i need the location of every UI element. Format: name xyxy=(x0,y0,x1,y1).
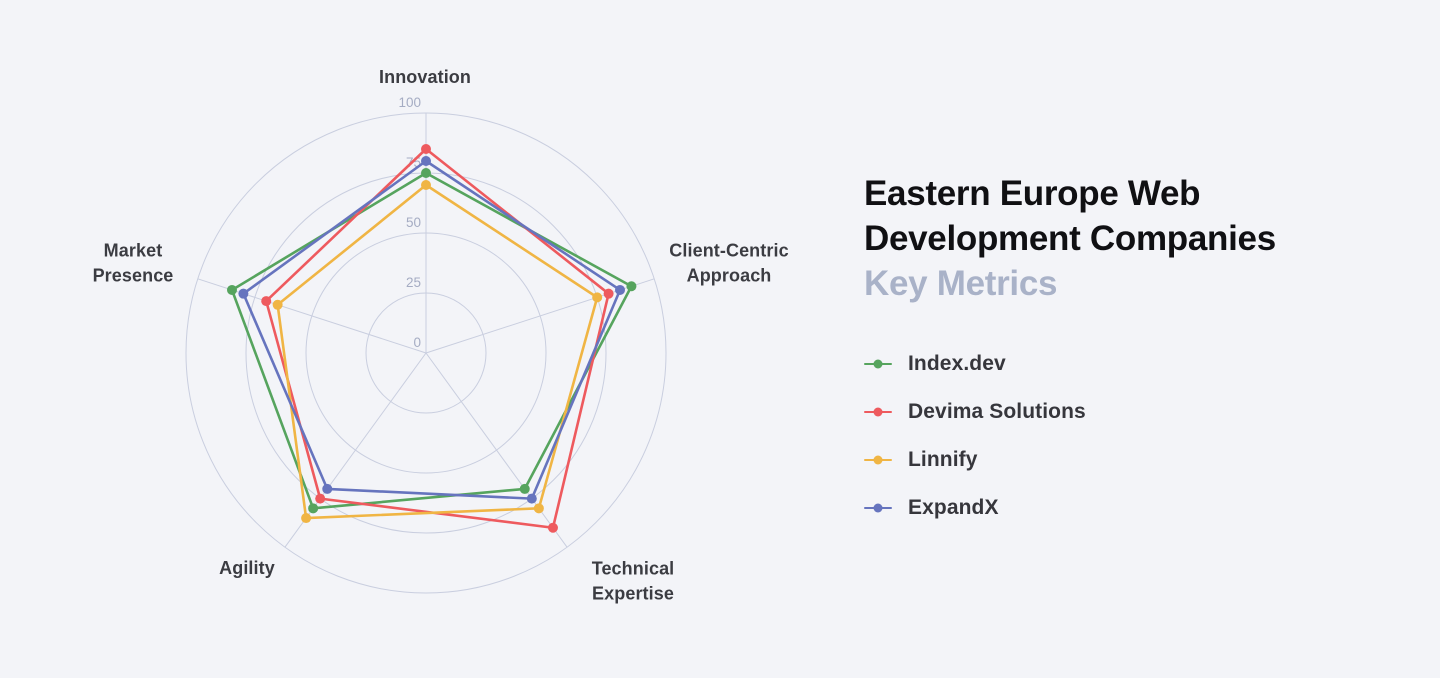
legend-item-expandx: ExpandX xyxy=(864,494,1404,522)
axis-label-agility: Agility xyxy=(219,557,275,578)
legend-label: ExpandX xyxy=(908,496,999,519)
axis-spoke-2 xyxy=(425,352,568,548)
data-point-devima-solutions-2 xyxy=(547,522,558,533)
data-point-linnify-1 xyxy=(592,292,603,303)
series-polygon-index-dev xyxy=(230,171,633,510)
legend-marker-icon xyxy=(864,359,892,369)
side-panel: Eastern Europe Web Development Companies… xyxy=(864,171,1404,542)
radar-chart: 0 25 50 75 100 Innovation Client-Centric App… xyxy=(92,66,789,604)
radial-tick-label-50: 50 xyxy=(406,215,421,230)
data-point-linnify-3 xyxy=(301,513,312,524)
legend-marker-icon xyxy=(864,407,892,417)
axis-label-innovation: Innovation xyxy=(379,66,471,87)
legend-item-devima-solutions: Devima Solutions xyxy=(864,398,1404,426)
legend-dot-icon xyxy=(873,359,883,369)
legend-label: Index.dev xyxy=(908,352,1006,375)
data-point-index-dev-1 xyxy=(626,281,637,292)
data-point-devima-solutions-0 xyxy=(421,144,431,154)
legend-dot-icon xyxy=(873,407,883,417)
series-polygon-expandx xyxy=(242,159,622,500)
axis-label-market-presence: Market Presence xyxy=(92,240,174,286)
data-point-linnify-2 xyxy=(533,503,544,514)
data-point-expandx-3 xyxy=(322,483,333,494)
radial-tick-label-0: 0 xyxy=(413,335,421,350)
legend-label: Devima Solutions xyxy=(908,400,1086,423)
data-point-devima-solutions-4 xyxy=(261,296,272,307)
data-point-expandx-0 xyxy=(421,156,431,166)
legend-dot-icon xyxy=(873,455,883,465)
data-point-devima-solutions-1 xyxy=(603,288,614,299)
data-point-linnify-4 xyxy=(272,299,283,310)
radar-axis-spokes xyxy=(197,113,655,548)
data-point-expandx-1 xyxy=(615,284,626,295)
series-polygon-devima-solutions xyxy=(264,147,610,530)
radial-tick-label-25: 25 xyxy=(406,275,421,290)
series-linnify xyxy=(272,180,603,524)
legend: Index.dev Devima Solutions Linnify Expan… xyxy=(864,350,1404,522)
data-point-linnify-0 xyxy=(421,180,431,190)
legend-dot-icon xyxy=(873,503,883,513)
legend-marker-icon xyxy=(864,455,892,465)
radial-tick-label-100: 100 xyxy=(398,95,421,110)
data-point-index-dev-2 xyxy=(519,483,530,494)
series-index-dev xyxy=(226,168,637,514)
legend-item-linnify: Linnify xyxy=(864,446,1404,474)
data-point-devima-solutions-3 xyxy=(315,493,326,504)
data-point-expandx-4 xyxy=(238,288,249,299)
data-point-expandx-2 xyxy=(526,493,537,504)
data-point-index-dev-4 xyxy=(226,284,237,295)
axis-label-technical-expertise: Technical Expertise xyxy=(591,558,675,604)
data-point-index-dev-0 xyxy=(421,168,431,178)
series-expandx xyxy=(238,156,626,504)
page-subtitle: Key Metrics xyxy=(864,264,1058,303)
data-point-index-dev-3 xyxy=(308,503,319,514)
legend-marker-icon xyxy=(864,503,892,513)
series-devima-solutions xyxy=(261,144,614,533)
series-polygon-linnify xyxy=(276,183,599,520)
legend-label: Linnify xyxy=(908,448,978,471)
page-title: Eastern Europe Web Development Companies xyxy=(864,174,1276,258)
axis-label-client-centric-approach: Client-Centric Approach xyxy=(669,240,789,286)
legend-item-index-dev: Index.dev xyxy=(864,350,1404,378)
